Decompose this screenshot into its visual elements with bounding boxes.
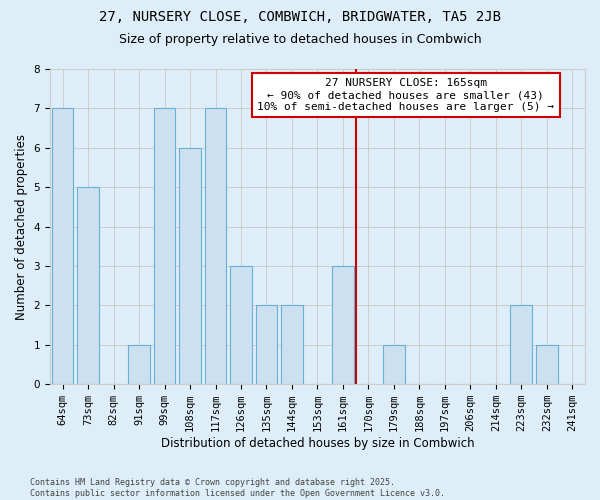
Bar [256,306,277,384]
Bar [332,266,354,384]
Bar [205,108,226,384]
Text: Size of property relative to detached houses in Combwich: Size of property relative to detached ho… [119,32,481,46]
Bar [128,345,150,384]
X-axis label: Distribution of detached houses by size in Combwich: Distribution of detached houses by size … [161,437,474,450]
Bar [511,306,532,384]
Bar [52,108,73,384]
Text: Contains HM Land Registry data © Crown copyright and database right 2025.
Contai: Contains HM Land Registry data © Crown c… [30,478,445,498]
Bar [281,306,303,384]
Text: 27 NURSERY CLOSE: 165sqm
← 90% of detached houses are smaller (43)
10% of semi-d: 27 NURSERY CLOSE: 165sqm ← 90% of detach… [257,78,554,112]
Bar [77,187,99,384]
Bar [179,148,201,384]
Text: 27, NURSERY CLOSE, COMBWICH, BRIDGWATER, TA5 2JB: 27, NURSERY CLOSE, COMBWICH, BRIDGWATER,… [99,10,501,24]
Y-axis label: Number of detached properties: Number of detached properties [15,134,28,320]
Bar [154,108,175,384]
Bar [230,266,252,384]
Bar [383,345,405,384]
Bar [536,345,557,384]
